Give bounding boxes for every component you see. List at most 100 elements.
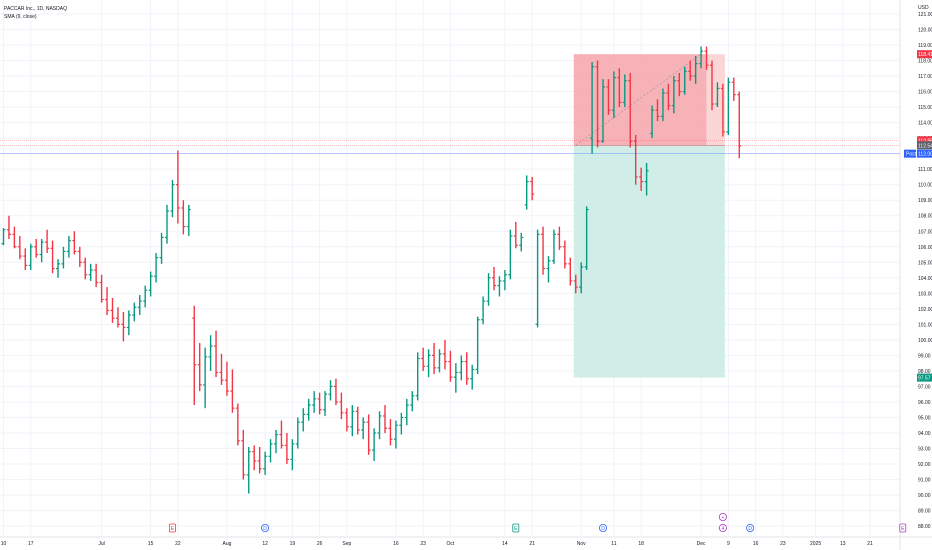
event-marker[interactable]: E — [169, 523, 176, 533]
event-markers: E D E D +4 D E — [169, 513, 907, 533]
ohlc-bar — [339, 392, 344, 420]
symbol-title[interactable]: PACCAR Inc., 1D, NASDAQ — [4, 6, 67, 12]
ohlc-bar — [737, 91, 742, 159]
ohlc-bar — [170, 180, 175, 218]
earnings-icon — [512, 523, 520, 533]
ohlc-bar — [50, 240, 55, 274]
event-symbol: + — [721, 515, 724, 521]
news-icon — [718, 524, 727, 533]
ohlc-bar — [688, 60, 693, 81]
ohlc-bar — [72, 231, 77, 255]
event-marker[interactable]: D — [599, 524, 608, 533]
ohlc-bar — [148, 271, 153, 297]
ohlc-bar — [497, 276, 502, 297]
ohlc-bar — [355, 406, 360, 435]
ohlc-bar — [88, 263, 93, 281]
ohlc-bar — [639, 167, 644, 191]
ohlc-bar — [404, 398, 409, 426]
y-tick-label: 119.00 — [918, 43, 932, 49]
y-tick-label: 117.00 — [918, 74, 932, 80]
ohlc-bar — [660, 88, 665, 122]
ohlc-bar — [475, 316, 480, 375]
ohlc-bar — [644, 162, 649, 196]
ohlc-bar — [628, 72, 633, 148]
ohlc-bar — [290, 439, 295, 471]
ohlc-bar — [682, 66, 687, 95]
event-symbol: D — [748, 526, 752, 532]
ohlc-bar — [333, 378, 338, 406]
ohlc-bar — [197, 342, 202, 392]
ohlc-bar — [274, 429, 278, 454]
x-tick-label: 12 — [262, 541, 268, 547]
event-symbol: E — [171, 526, 175, 532]
ohlc-bar — [45, 229, 50, 253]
x-tick-label: 23 — [420, 541, 426, 547]
ohlc-bar — [415, 352, 420, 401]
x-tick-label: 26 — [317, 541, 323, 547]
indicator-title[interactable]: SMA (9, close) — [4, 14, 37, 20]
ohlc-bar — [464, 352, 469, 385]
event-marker[interactable]: D — [261, 524, 270, 533]
y-tick-label: 106.00 — [918, 245, 932, 251]
y-tick-label: 109.00 — [918, 198, 932, 204]
price-axis[interactable]: USD 88.00 89.00 90.00 91.00 92.00 93.00 94.00 9… — [918, 5, 932, 530]
ohlc-bar — [263, 451, 268, 475]
ohlc-bar — [181, 200, 186, 235]
ohlc-bar — [377, 411, 382, 440]
ohlc-bar — [328, 380, 333, 401]
ohlc-bar — [143, 285, 148, 308]
ohlc-bar — [655, 99, 660, 122]
ohlc-bar — [28, 243, 33, 271]
price-badge-label: 112.00 — [918, 152, 932, 158]
event-marker[interactable]: + — [718, 513, 727, 522]
ohlc-bar — [481, 296, 486, 325]
event-symbol: D — [601, 526, 605, 532]
ohlc-bar — [268, 439, 273, 463]
ohlc-bar — [437, 349, 442, 373]
event-marker[interactable]: E — [512, 523, 520, 533]
ohlc-bar — [704, 46, 709, 70]
post-market-label: Post — [906, 152, 917, 158]
ohlc-bar — [513, 221, 518, 249]
time-axis[interactable]: 10 17 Jul 15 22 Aug 12 19 26 Sep 16 23 Oct 14 21 Nov 11 1… — [1, 541, 873, 547]
ohlc-bar — [312, 391, 317, 413]
ohlc-bar — [350, 405, 355, 437]
ohlc-bar — [557, 226, 562, 250]
ohlc-bar — [519, 232, 524, 252]
ohlc-bar — [203, 347, 208, 409]
x-tick-label: 9 — [727, 541, 730, 547]
ohlc-bar — [470, 364, 475, 390]
y-tick-label: 120.00 — [918, 27, 932, 33]
y-tick-label: 115.00 — [918, 105, 932, 111]
x-tick-label: 16 — [753, 541, 759, 547]
price-reference-lines — [0, 140, 900, 154]
price-badge-label: 118.41 — [918, 52, 932, 58]
ohlc-bar — [677, 72, 682, 97]
ohlc-bar — [551, 229, 556, 264]
event-marker[interactable]: 4 — [718, 524, 727, 533]
take-profit-zone — [573, 145, 725, 378]
x-tick-label: 14 — [502, 541, 508, 547]
ohlc-bars — [1, 46, 742, 494]
ohlc-bar — [650, 105, 655, 139]
ohlc-bar — [115, 307, 120, 328]
ohlc-bar — [699, 46, 704, 69]
ohlc-bar — [601, 79, 605, 143]
y-tick-label: 116.00 — [918, 90, 932, 96]
y-tick-label: 99.00 — [918, 353, 931, 359]
ohlc-bar — [448, 350, 453, 382]
price-badge — [917, 136, 932, 145]
ohlc-bar — [421, 347, 426, 371]
x-tick-label: Dec — [697, 541, 706, 547]
y-tick-label: 91.00 — [918, 478, 931, 484]
ohlc-bar — [726, 77, 731, 136]
ohlc-bar — [492, 266, 496, 291]
ohlc-bar — [486, 273, 491, 306]
stop-loss-zone — [573, 54, 707, 146]
ohlc-bar — [279, 420, 284, 449]
event-marker[interactable]: E — [899, 523, 907, 533]
ohlc-bar — [56, 259, 60, 278]
x-tick-label: Aug — [222, 541, 231, 547]
event-marker[interactable]: D — [746, 524, 755, 533]
